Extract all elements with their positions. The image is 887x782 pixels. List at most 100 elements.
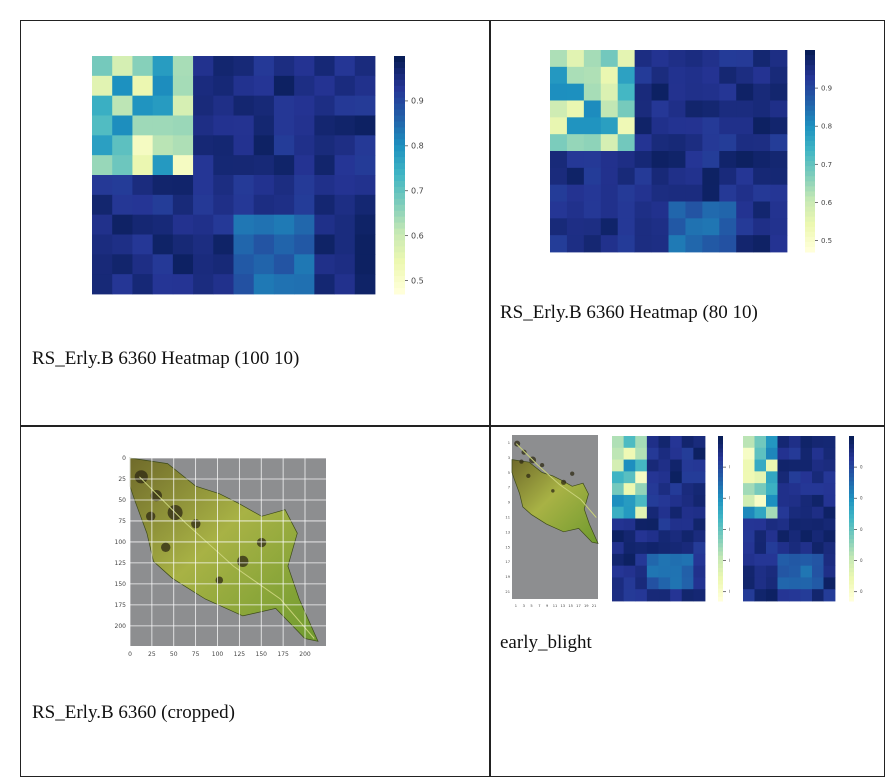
heatmap-cell	[314, 75, 335, 97]
heatmap-cell	[743, 494, 755, 508]
colorbar-segment	[394, 175, 405, 182]
heatmap-cell	[92, 155, 113, 176]
heatmap-cell	[743, 447, 755, 460]
colorbar-tick-label: 0.5	[860, 589, 863, 594]
heatmap-cell	[550, 218, 568, 236]
colorbar-tick-label: 0.6	[411, 231, 424, 240]
heatmap-cell	[273, 274, 295, 295]
colorbar-segment	[849, 489, 854, 495]
heatmap-cell	[600, 218, 619, 236]
y-tick-label: 11	[505, 516, 510, 520]
heatmap-cell	[253, 234, 275, 255]
heatmap-cell	[646, 565, 659, 578]
heatmap-cell	[681, 553, 694, 567]
heatmap-cell	[702, 151, 720, 169]
colorbar-segment	[805, 176, 815, 182]
heatmap-cell	[172, 214, 194, 235]
heatmap-cell	[612, 565, 625, 578]
heatmap-cell	[623, 542, 636, 555]
heatmap-cell	[334, 75, 356, 97]
heatmap-cell	[193, 175, 214, 196]
heatmap-cell	[132, 254, 154, 275]
heatmap-cell	[354, 75, 376, 97]
heatmap-cell	[777, 553, 790, 567]
heatmap-cell	[736, 134, 754, 152]
heatmap-cell	[743, 471, 755, 484]
x-tick-label: 100	[212, 651, 224, 658]
heatmap-cell	[354, 155, 376, 176]
heatmap-cell	[702, 117, 720, 135]
heatmap-cell	[789, 506, 801, 519]
blight-spot	[161, 542, 171, 552]
colorbar-segment	[805, 161, 815, 167]
colorbar-segment	[394, 133, 405, 140]
heatmap-cell	[617, 100, 636, 118]
heatmap-cell	[273, 194, 295, 216]
colorbar-segment	[805, 120, 815, 127]
heatmap-cell	[812, 483, 824, 496]
heatmap-cell	[112, 115, 133, 136]
colorbar-segment	[394, 222, 405, 230]
colorbar-segment	[394, 61, 405, 69]
heatmap-cell	[92, 135, 113, 156]
heatmap-cell	[823, 447, 836, 460]
heatmap-cell	[233, 95, 255, 116]
heatmap-cell	[823, 542, 836, 555]
heatmap-cell	[213, 214, 234, 235]
heatmap-cell	[612, 471, 625, 484]
heatmap-cell	[600, 134, 619, 152]
heatmap-cell	[770, 201, 788, 219]
heatmap-cell	[685, 167, 703, 186]
heatmap-cell	[770, 50, 788, 68]
heatmap-cell	[702, 167, 720, 186]
heatmap-cell	[152, 95, 174, 116]
heatmap-cell	[693, 565, 706, 578]
heatmap-cell	[668, 100, 686, 118]
colorbar-segment	[805, 226, 815, 233]
heatmap-cell	[550, 134, 568, 152]
heatmap-cell	[681, 577, 694, 590]
heatmap-cell	[132, 135, 154, 156]
colorbar-segment	[718, 485, 723, 491]
heatmap-cell	[600, 117, 619, 135]
heatmap-cell	[646, 506, 659, 519]
heatmap-cell	[294, 234, 315, 255]
heatmap-cell	[823, 471, 836, 484]
heatmap-cell	[334, 135, 356, 156]
heatmap-cell	[743, 589, 755, 602]
heatmap-cell	[719, 100, 737, 118]
colorbar-segment	[394, 264, 405, 271]
heatmap-cell	[789, 542, 801, 555]
colorbar-segment	[718, 555, 723, 561]
heatmap-cell	[823, 553, 836, 567]
colorbar-segment	[394, 79, 405, 87]
heatmap-cell	[294, 175, 315, 196]
heatmap-cell	[777, 577, 790, 590]
colorbar-segment	[394, 163, 405, 170]
heatmap-cell	[719, 66, 737, 85]
heatmap-cell	[566, 100, 585, 118]
heatmap-cell	[612, 530, 625, 543]
heatmap-cell	[800, 530, 813, 543]
heatmap-cell	[658, 447, 671, 460]
heatmap-cell	[233, 175, 255, 196]
colorbar-tick-label: 0.8	[411, 142, 424, 151]
heatmap-cell	[766, 565, 778, 578]
colorbar-segment	[718, 481, 723, 486]
colorbar-tick-label: 0.5	[411, 276, 424, 285]
heatmap-cell	[823, 494, 836, 508]
blight-spot	[551, 489, 555, 493]
heatmap-cell	[334, 175, 356, 196]
heatmap-cell	[112, 214, 133, 235]
table-divider-vertical	[489, 21, 491, 776]
colorbar-segment	[849, 502, 854, 507]
colorbar-segment	[805, 216, 815, 223]
heatmap-cell	[685, 235, 703, 253]
heatmap-cell	[566, 50, 585, 68]
heatmap-cell	[651, 50, 669, 68]
heatmap-cell	[812, 459, 824, 472]
heatmap-cell	[112, 194, 133, 216]
heatmap-cell	[651, 201, 669, 219]
heatmap-cell	[719, 235, 737, 253]
heatmap-cell	[112, 75, 133, 97]
